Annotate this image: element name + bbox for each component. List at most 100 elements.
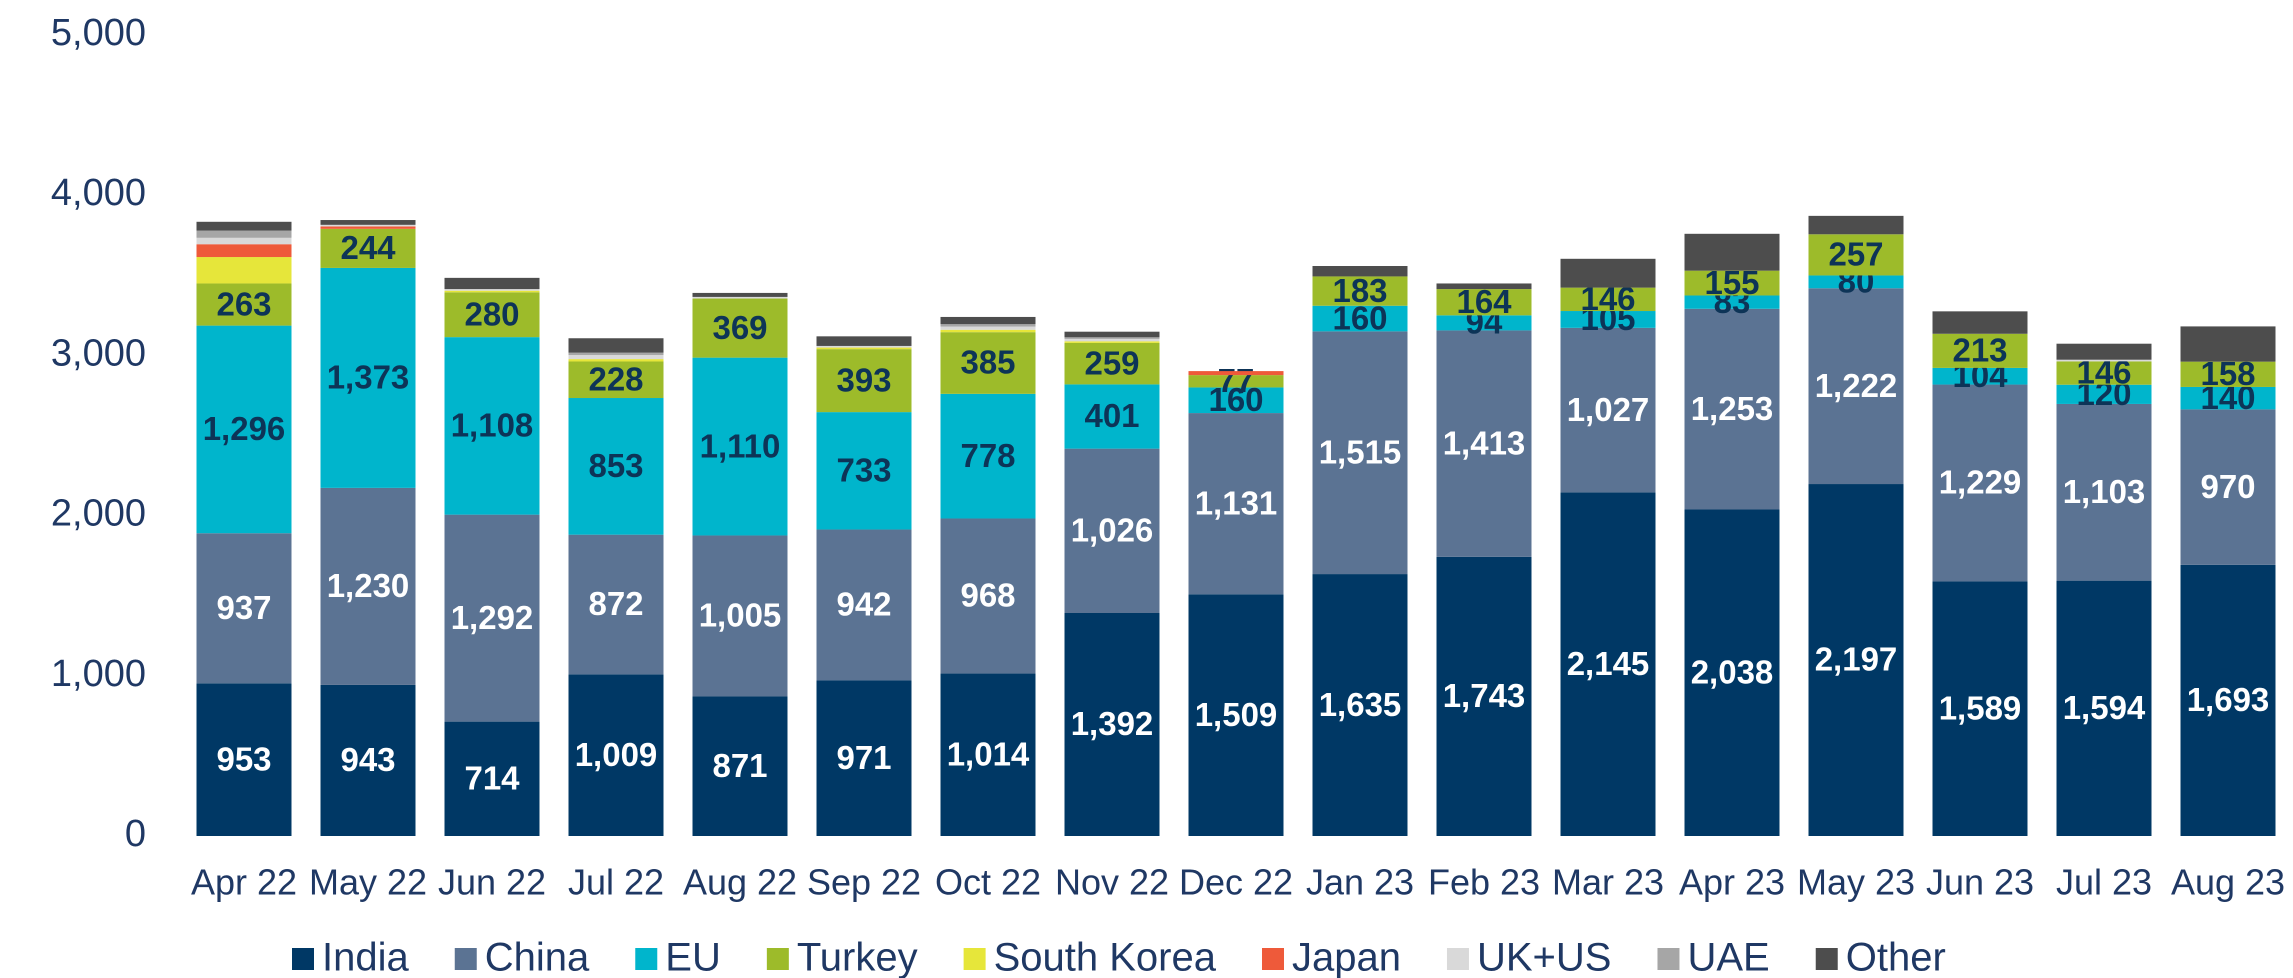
data-label: 953 bbox=[216, 740, 271, 777]
bar-segment bbox=[320, 267, 416, 488]
data-label: 1,392 bbox=[1071, 705, 1154, 742]
bar-segment bbox=[1064, 342, 1160, 385]
data-label: 942 bbox=[836, 586, 891, 623]
bar-segment bbox=[940, 316, 1036, 325]
bar-segment bbox=[196, 683, 292, 836]
data-label: 971 bbox=[836, 739, 891, 776]
data-label: 1,589 bbox=[1939, 689, 2022, 726]
data-label: 1,131 bbox=[1195, 484, 1278, 521]
data-label: 1,594 bbox=[2063, 689, 2146, 726]
bar-segment bbox=[444, 721, 540, 836]
bar-segment bbox=[1684, 270, 1780, 296]
data-label: 968 bbox=[960, 577, 1015, 614]
bar-segment bbox=[444, 514, 540, 722]
bar-segment bbox=[1684, 233, 1780, 271]
bar-segment bbox=[1808, 234, 1904, 276]
bar-segment bbox=[2056, 361, 2152, 385]
bar-segment bbox=[940, 332, 1036, 394]
bar-segment bbox=[320, 228, 416, 268]
legend-label: UK+US bbox=[1477, 936, 1612, 978]
bar-segment bbox=[2180, 409, 2276, 565]
bar-segment bbox=[1932, 367, 2028, 385]
data-label: 1,005 bbox=[699, 597, 782, 634]
bar-segment bbox=[1312, 331, 1408, 575]
bar-segment bbox=[940, 324, 1036, 327]
data-label: 970 bbox=[2200, 468, 2255, 505]
bar-segment bbox=[1684, 308, 1780, 510]
data-label: 1,009 bbox=[575, 736, 658, 773]
data-label: 1,108 bbox=[451, 407, 534, 444]
data-label: 937 bbox=[216, 589, 271, 626]
data-label: 2,197 bbox=[1815, 641, 1898, 678]
bar-segment bbox=[568, 352, 664, 356]
bar-segment bbox=[196, 244, 292, 258]
x-tick-label: Apr 22 bbox=[191, 862, 297, 903]
bar-segment bbox=[444, 289, 540, 291]
bar-segment bbox=[1064, 384, 1160, 449]
bar-segment bbox=[2180, 564, 2276, 836]
data-label: 1,693 bbox=[2187, 681, 2270, 718]
data-label: 257 bbox=[1828, 236, 1883, 273]
bar-segment bbox=[196, 283, 292, 326]
data-label: 714 bbox=[464, 760, 520, 797]
legend-swatch bbox=[963, 948, 986, 970]
bar-segment bbox=[568, 355, 664, 360]
bar-segment bbox=[2056, 359, 2152, 362]
y-tick-label: 4,000 bbox=[51, 172, 146, 214]
bar-segment bbox=[816, 529, 912, 681]
data-label: 1,509 bbox=[1195, 696, 1278, 733]
bar-segment bbox=[320, 220, 416, 225]
bar-segment bbox=[1808, 484, 1904, 836]
x-tick-label: Jul 23 bbox=[2056, 862, 2152, 903]
bar-segment bbox=[940, 518, 1036, 674]
y-tick-label: 3,000 bbox=[51, 332, 146, 374]
data-label: 871 bbox=[712, 747, 767, 784]
bar-segment bbox=[1188, 371, 1284, 376]
data-label: 2,145 bbox=[1567, 645, 1650, 682]
bar-segment bbox=[1808, 215, 1904, 235]
data-label: 943 bbox=[340, 741, 395, 778]
data-label: 1,229 bbox=[1939, 464, 2022, 501]
bar-segment bbox=[2180, 386, 2276, 410]
data-label: 853 bbox=[588, 447, 643, 484]
bar-segment bbox=[1560, 492, 1656, 836]
bar-segment bbox=[1312, 276, 1408, 306]
bar-segment bbox=[1560, 327, 1656, 493]
bar-segment bbox=[940, 673, 1036, 836]
bar-segment bbox=[816, 336, 912, 346]
data-label: 369 bbox=[712, 309, 767, 346]
bar-segment bbox=[196, 533, 292, 684]
data-label: 1,253 bbox=[1691, 390, 1774, 427]
data-label: 1,110 bbox=[700, 427, 781, 464]
x-tick-label: Jul 22 bbox=[568, 862, 664, 903]
legend-swatch bbox=[766, 948, 789, 970]
legend-label: Other bbox=[1846, 936, 1946, 978]
bar-segment bbox=[816, 680, 912, 836]
data-label: 164 bbox=[1456, 283, 1512, 320]
bar-segment bbox=[1436, 556, 1532, 836]
x-tick-label: Jun 22 bbox=[438, 862, 546, 903]
bar-segment bbox=[816, 345, 912, 348]
bar-segment bbox=[692, 696, 788, 836]
bar-segment bbox=[196, 237, 292, 245]
x-tick-label: Jan 23 bbox=[1306, 862, 1414, 903]
bar-segment bbox=[1932, 581, 2028, 836]
legend-swatch bbox=[1446, 948, 1469, 970]
data-label: 1,292 bbox=[451, 599, 534, 636]
bar-segment bbox=[940, 326, 1036, 330]
bar-segment bbox=[568, 674, 664, 836]
bar-segment bbox=[568, 359, 664, 362]
bar-segment bbox=[196, 325, 292, 534]
bar-segment bbox=[320, 224, 416, 227]
y-tick-label: 2,000 bbox=[51, 493, 146, 535]
x-tick-label: Nov 22 bbox=[1055, 862, 1169, 903]
data-label: 1,373 bbox=[327, 359, 410, 396]
data-label: 77 bbox=[1218, 362, 1255, 399]
data-label: 733 bbox=[836, 452, 891, 489]
bar-segment bbox=[1932, 333, 2028, 368]
data-label: 1,635 bbox=[1319, 686, 1402, 723]
data-label: 263 bbox=[216, 285, 271, 322]
bar-segment bbox=[444, 337, 540, 515]
x-tick-label: Aug 22 bbox=[683, 862, 797, 903]
bar-segment bbox=[1188, 375, 1284, 388]
